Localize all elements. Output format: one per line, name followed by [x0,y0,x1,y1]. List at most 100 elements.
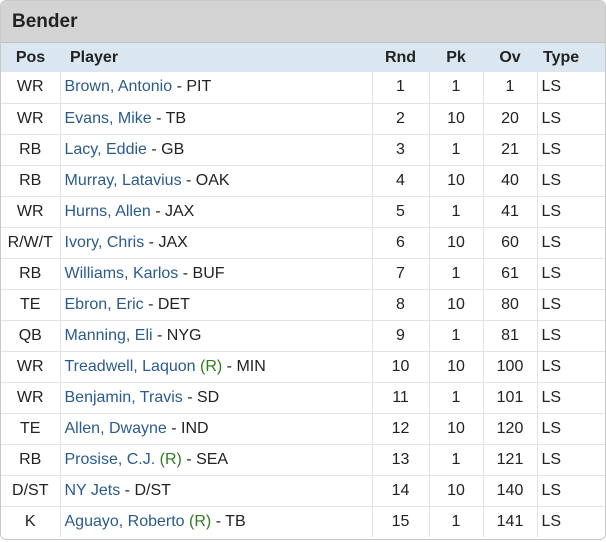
pick-cell: 1 [429,72,484,103]
round-cell: 2 [372,102,430,134]
pick-cell: 10 [429,412,484,444]
player-cell: Ivory, Chris - JAX [60,226,373,258]
round-cell: 13 [372,443,430,475]
player-team: - MIN [222,357,266,375]
round-cell: 8 [372,288,430,320]
player-name-link[interactable]: Ebron, Eric [64,295,144,313]
pick-cell: 1 [429,381,484,413]
overall-cell: 140 [483,474,538,506]
panel-header: Bender [1,1,605,43]
type-cell: LS [537,319,605,351]
pick-cell: 1 [429,257,484,289]
draft-table: Pos Player Rnd Pk Ov Type WR Brown, Anton… [1,43,605,537]
table-row: D/ST NY Jets - D/ST 14 10 140 LS [1,474,605,506]
round-cell: 10 [372,350,430,382]
player-team: - NYG [152,326,202,344]
table-row: WR Brown, Antonio - PIT 1 1 1 LS [1,72,605,103]
pick-cell: 1 [429,505,484,537]
column-header-type: Type [543,48,580,66]
type-cell: LS [537,102,605,134]
panel-title: Bender [12,10,78,32]
round-cell: 4 [372,164,430,196]
player-team: - SD [182,388,220,406]
type-cell: LS [537,412,605,444]
type-cell: LS [537,350,605,382]
pick-cell: 1 [429,133,484,165]
table-row: WR Treadwell, Laquon (R) - MIN 10 10 100 LS [1,350,605,382]
player-cell: NY Jets - D/ST [60,474,373,506]
player-name-link[interactable]: Manning, Eli [64,326,153,344]
table-row: QB Manning, Eli - NYG 9 1 81 LS [1,319,605,351]
round-cell: 5 [372,195,430,227]
overall-cell: 100 [483,350,538,382]
position-cell: TE [1,412,61,444]
rookie-badge: (R) [189,512,212,530]
player-cell: Murray, Latavius - OAK [60,164,373,196]
overall-cell: 20 [483,102,538,134]
player-name-link[interactable]: Williams, Karlos [64,264,179,282]
table-row: WR Evans, Mike - TB 2 10 20 LS [1,102,605,134]
player-team: - SEA [181,450,229,468]
position-cell: R/W/T [1,226,61,258]
player-name-link[interactable]: Treadwell, Laquon [64,357,196,375]
type-cell: LS [537,164,605,196]
overall-cell: 61 [483,257,538,289]
position-cell: K [1,505,61,537]
type-cell: LS [537,288,605,320]
player-name-link[interactable]: Lacy, Eddie [64,140,147,158]
table-row: R/W/T Ivory, Chris - JAX 6 10 60 LS [1,226,605,258]
overall-cell: 121 [483,443,538,475]
player-name-link[interactable]: Aguayo, Roberto [64,512,185,530]
table-body: WR Brown, Antonio - PIT 1 1 1 LS WR Evans, Mike… [1,72,605,537]
type-cell: LS [537,226,605,258]
player-name-link[interactable]: Prosise, C.J. [64,450,156,468]
pick-cell: 10 [429,164,484,196]
position-cell: QB [1,319,61,351]
round-cell: 14 [372,474,430,506]
overall-cell: 21 [483,133,538,165]
player-name-link[interactable]: NY Jets [64,481,121,499]
rookie-badge: (R) [200,357,223,375]
position-cell: TE [1,288,61,320]
player-team: - GB [146,140,185,158]
player-cell: Williams, Karlos - BUF [60,257,373,289]
round-cell: 9 [372,319,430,351]
column-header-pos: Pos [15,48,46,66]
position-cell: D/ST [1,474,61,506]
player-name-link[interactable]: Ivory, Chris [64,233,145,251]
pick-cell: 1 [429,319,484,351]
type-cell: LS [537,443,605,475]
player-name-link[interactable]: Evans, Mike [64,109,152,127]
player-cell: Hurns, Allen - JAX [60,195,373,227]
player-cell: Benjamin, Travis - SD [60,381,373,413]
round-cell: 1 [372,72,430,103]
position-cell: WR [1,350,61,382]
overall-cell: 40 [483,164,538,196]
position-cell: RB [1,133,61,165]
table-row: WR Benjamin, Travis - SD 11 1 101 LS [1,381,605,413]
player-name-link[interactable]: Allen, Dwayne [64,419,167,437]
player-name-link[interactable]: Hurns, Allen [64,202,151,220]
overall-cell: 41 [483,195,538,227]
table-row: WR Hurns, Allen - JAX 5 1 41 LS [1,195,605,227]
player-team: - IND [166,419,209,437]
player-name-link[interactable]: Benjamin, Travis [64,388,183,406]
player-cell: Aguayo, Roberto (R) - TB [60,505,373,537]
table-row: K Aguayo, Roberto (R) - TB 15 1 141 LS [1,505,605,537]
player-name-link[interactable]: Murray, Latavius [64,171,182,189]
player-name-link[interactable]: Brown, Antonio [64,78,173,96]
pick-cell: 1 [429,195,484,227]
player-cell: Allen, Dwayne - IND [60,412,373,444]
round-cell: 6 [372,226,430,258]
pick-cell: 10 [429,474,484,506]
column-header-player: Player [70,48,119,66]
table-row: RB Lacy, Eddie - GB 3 1 21 LS [1,133,605,165]
position-cell: WR [1,72,61,103]
player-team: - JAX [144,233,188,251]
overall-cell: 141 [483,505,538,537]
pick-cell: 10 [429,288,484,320]
column-header-ov: Ov [499,48,521,66]
type-cell: LS [537,133,605,165]
round-cell: 7 [372,257,430,289]
